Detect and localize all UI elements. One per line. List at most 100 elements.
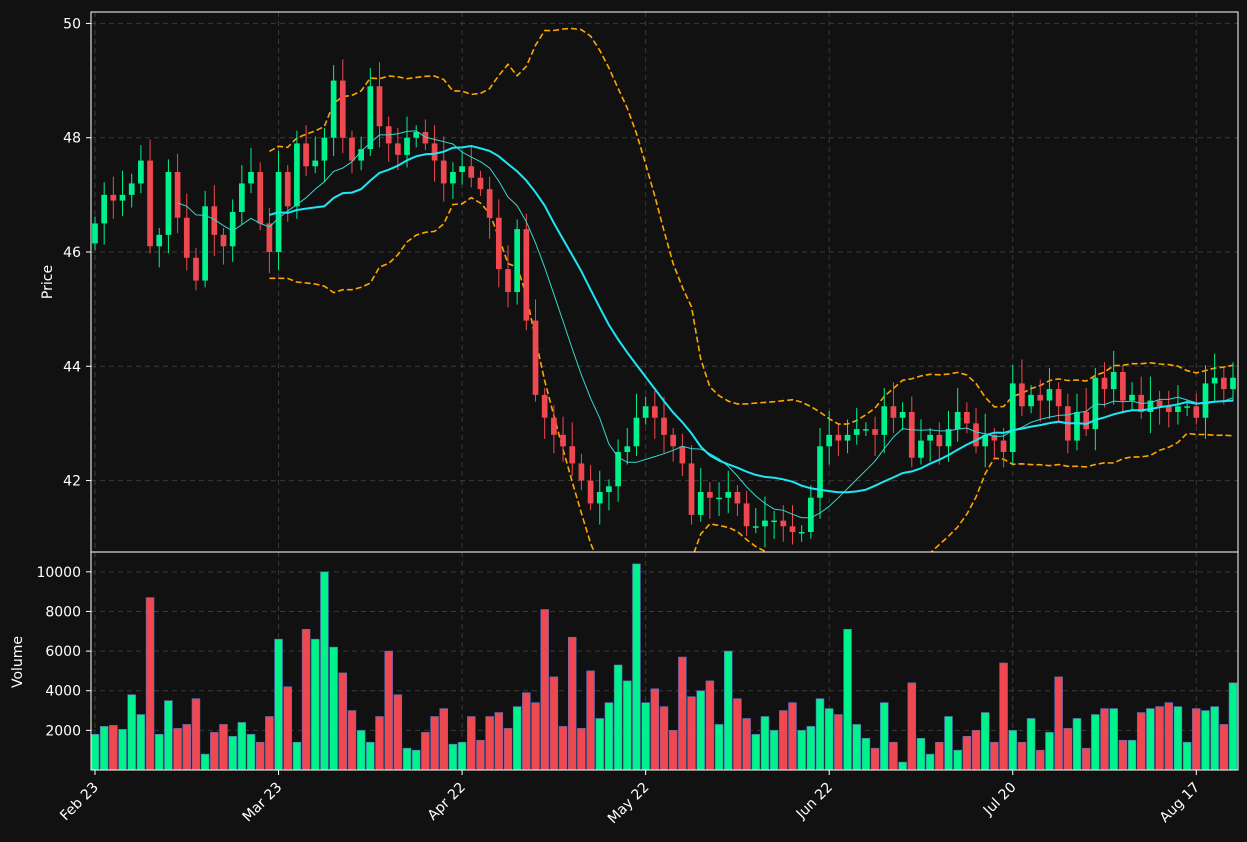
candle-body <box>358 149 364 161</box>
candle-body <box>890 406 897 418</box>
candle <box>1220 368 1227 405</box>
candle-body <box>606 486 612 492</box>
candle-body <box>532 320 539 395</box>
volume-bar <box>1109 708 1118 770</box>
candle <box>945 410 952 462</box>
candle-body <box>569 446 576 464</box>
volume-bar <box>200 753 210 770</box>
volume-bar <box>540 609 549 770</box>
candle-body <box>1120 372 1126 401</box>
candle <box>358 136 364 171</box>
candle-body <box>954 412 961 430</box>
candle <box>321 128 328 182</box>
candle-body <box>431 143 438 161</box>
candle <box>817 428 823 519</box>
candle-body <box>762 520 768 527</box>
volume-bar <box>439 708 448 770</box>
candle <box>156 228 163 268</box>
volume-bar <box>1045 732 1054 770</box>
candle-body <box>468 166 475 178</box>
candle-body <box>973 423 979 447</box>
candle-body <box>486 189 493 218</box>
candle-body <box>1184 406 1190 408</box>
candle <box>413 125 420 148</box>
candle-body <box>266 223 273 252</box>
volume-bar <box>806 726 816 770</box>
candle <box>1046 368 1053 419</box>
volume-panel-frame <box>90 551 1239 771</box>
candle-body <box>312 160 319 167</box>
candle <box>1009 365 1016 465</box>
volume-bar <box>834 714 843 770</box>
volume-bar <box>145 597 155 770</box>
volume-bar <box>274 638 283 770</box>
candle <box>119 170 126 216</box>
candle-body <box>330 80 337 138</box>
volume-bar <box>990 741 999 770</box>
volume-bar <box>668 730 678 770</box>
candle <box>1230 362 1236 402</box>
candle-body <box>119 194 126 201</box>
volume-bar <box>375 716 384 770</box>
candle-body <box>697 492 704 515</box>
candle-body <box>257 172 264 224</box>
candle-body <box>899 412 906 418</box>
candle-body <box>734 492 741 504</box>
candle-body <box>633 417 640 447</box>
candle-body <box>752 526 759 528</box>
candle <box>725 470 732 514</box>
volume-bar <box>255 741 265 770</box>
candle-body <box>679 446 686 464</box>
volume-bar <box>659 706 669 770</box>
candle-body <box>780 520 787 527</box>
candle <box>661 396 667 454</box>
candle <box>330 65 337 156</box>
volume-bar <box>595 718 605 770</box>
candle <box>468 145 475 188</box>
candle <box>881 388 888 454</box>
candle <box>1019 359 1025 416</box>
volume-bar <box>1100 708 1109 770</box>
candle <box>165 159 172 254</box>
volume-bar <box>136 714 146 770</box>
candle <box>835 425 842 456</box>
volume-bar <box>953 749 962 770</box>
candle-body <box>147 160 153 247</box>
candle-body <box>202 206 208 281</box>
volume-bar <box>549 676 559 770</box>
volume-bar <box>265 716 274 770</box>
candle-body <box>651 406 658 418</box>
candle-body <box>1110 372 1117 390</box>
candle <box>651 390 658 439</box>
candle-body <box>1028 394 1034 407</box>
candle <box>1092 368 1099 451</box>
volume-bar <box>733 698 742 770</box>
candle <box>138 145 144 194</box>
candle-body <box>908 412 915 458</box>
candle <box>624 428 631 465</box>
candle-body <box>1055 389 1062 407</box>
candle <box>514 219 521 305</box>
candle-body <box>523 229 530 321</box>
candle <box>807 485 814 539</box>
candle <box>312 136 319 174</box>
candle-body <box>688 463 695 515</box>
volume-bar <box>485 716 494 770</box>
candle-body <box>964 412 970 424</box>
volume-bar <box>788 702 797 770</box>
candle <box>679 433 686 476</box>
candle <box>982 413 989 468</box>
volume-bar <box>246 734 256 770</box>
candle-body <box>707 492 713 498</box>
candle-body <box>807 497 814 532</box>
candle <box>853 408 860 445</box>
candle <box>734 485 741 516</box>
volume-bar <box>907 682 917 770</box>
candle <box>404 116 410 168</box>
volume-bar <box>696 690 705 770</box>
candle <box>918 419 924 465</box>
candle-body <box>238 183 245 212</box>
candle-body <box>1083 412 1090 430</box>
volume-axis-title: Volume <box>10 636 26 688</box>
